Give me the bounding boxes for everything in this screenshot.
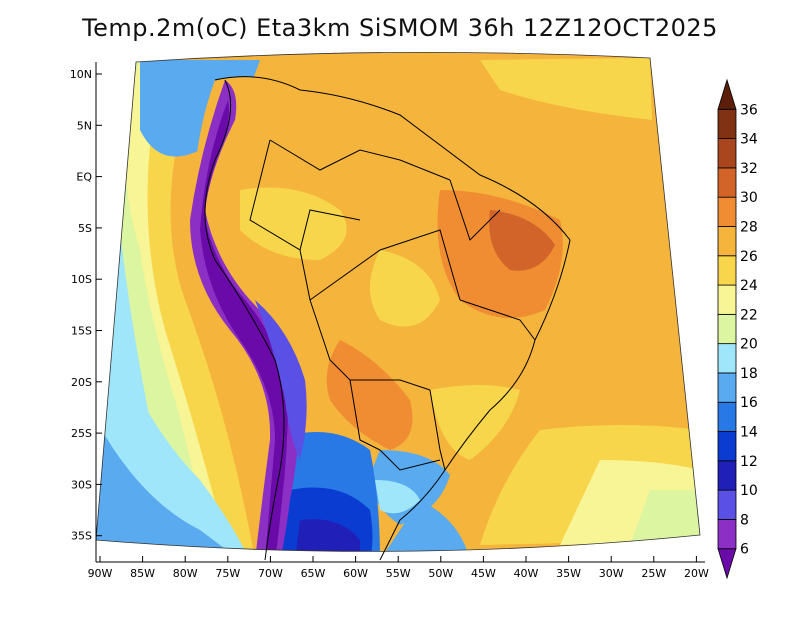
colorbar-segment (717, 401, 737, 432)
colorbar-segment (717, 167, 737, 198)
lat-tick-label: 35S (71, 530, 92, 543)
lat-tick-label: 30S (71, 478, 92, 491)
colorbar-label: 36 (740, 102, 758, 118)
uruguay-cool (375, 480, 420, 514)
lon-tick-label: 20W (684, 567, 709, 580)
colorbar-label: 8 (740, 512, 749, 528)
colorbar-segment (717, 460, 737, 491)
pacific-south-colder (96, 420, 240, 552)
lat-tick-label: 20S (71, 376, 92, 389)
altiplano-cold (255, 300, 307, 460)
political-borders (204, 76, 571, 561)
andes-coldest (200, 100, 288, 552)
colorbar-segment (717, 196, 737, 227)
colorbar: 6 8 10 12 14 16 18 20 22 24 26 28 30 32 34 36 (717, 78, 758, 580)
map-axes: 10N 5N EQ 5S 10S 15S 20S 25S 30S 35S 90W 85W 80W 75W 7… (70, 62, 709, 580)
colorbar-segment (717, 372, 737, 403)
lat-tick-label: 10S (71, 273, 92, 286)
lon-tick-label: 70W (258, 567, 283, 580)
colorbar-segment (717, 226, 737, 257)
colorbar-label: 6 (740, 542, 749, 558)
patagonia-coldest (295, 519, 360, 552)
colorbar-segment (717, 255, 737, 286)
paraguay-hot (326, 340, 413, 450)
south-atlantic-cool (630, 490, 700, 545)
border-central (309, 229, 461, 301)
lat-tick-label: 5S (78, 222, 92, 235)
colorbar-segment (717, 284, 737, 315)
colorbar-label: 12 (740, 454, 758, 470)
border-bahia (459, 299, 536, 341)
colorbar-label: 28 (740, 219, 758, 235)
north-atlantic-mild (480, 58, 652, 120)
colorbar-label: 10 (740, 483, 758, 499)
amazon-mild (240, 187, 347, 260)
lon-tick-label: 85W (130, 567, 155, 580)
lon-tick-label: 80W (173, 567, 198, 580)
lat-tick-label: EQ (76, 171, 92, 184)
border-north (269, 139, 451, 181)
northeast-brazil-hottest (489, 210, 555, 271)
central-brazil-mild (370, 250, 440, 327)
andean-coastline (204, 79, 285, 561)
lon-tick-label: 45W (471, 567, 496, 580)
colorbar-label: 22 (740, 307, 758, 323)
border-peru-brazil (249, 139, 311, 301)
border-northeast (449, 179, 501, 241)
lon-tick-label: 40W (514, 567, 539, 580)
colorbar-segment (717, 138, 737, 169)
lon-tick-label: 75W (215, 567, 240, 580)
colorbar-segment (717, 489, 737, 520)
continent-coastline (214, 76, 571, 561)
colorbar-label: 18 (740, 366, 758, 382)
map-title: Temp.2m(oC) Eta3km SiSMOM 36h 12Z12OCT20… (82, 14, 718, 42)
lon-tick-label: 65W (301, 567, 326, 580)
border-south (379, 449, 441, 471)
lat-tick-label: 5N (77, 119, 92, 132)
colorbar-label: 34 (740, 132, 758, 148)
colorbar-segment (717, 343, 737, 374)
lon-tick-label: 35W (556, 567, 581, 580)
colorbar-segment (717, 431, 737, 462)
temperature-field (96, 52, 700, 552)
colorbar-low-arrow (717, 548, 737, 580)
lon-tick-label: 50W (428, 567, 453, 580)
lon-tick-label: 25W (641, 567, 666, 580)
lat-tick-label: 25S (71, 427, 92, 440)
colorbar-label: 32 (740, 161, 758, 177)
lon-tick-label: 30W (599, 567, 624, 580)
colorbar-label: 30 (740, 190, 758, 206)
lon-tick-label: 60W (343, 567, 368, 580)
border-southeast (429, 389, 446, 471)
lon-tick-label: 55W (386, 567, 411, 580)
colorbar-high-arrow (717, 78, 737, 110)
border-paraguay (349, 379, 381, 451)
lon-tick-label: 90W (88, 567, 113, 580)
colorbar-segment (717, 108, 737, 139)
colorbar-label: 16 (740, 395, 758, 411)
colorbar-label: 26 (740, 249, 758, 265)
colorbar-segment (717, 519, 737, 550)
colorbar-label: 20 (740, 337, 758, 353)
border-amazonas (299, 209, 361, 251)
rio-de-la-plata-cool (380, 500, 470, 552)
colorbar-label: 24 (740, 278, 758, 294)
colorbar-label: 14 (740, 425, 758, 441)
lat-tick-label: 10N (70, 68, 92, 81)
colorbar-segment (717, 313, 737, 345)
lat-tick-label: 15S (71, 325, 92, 338)
